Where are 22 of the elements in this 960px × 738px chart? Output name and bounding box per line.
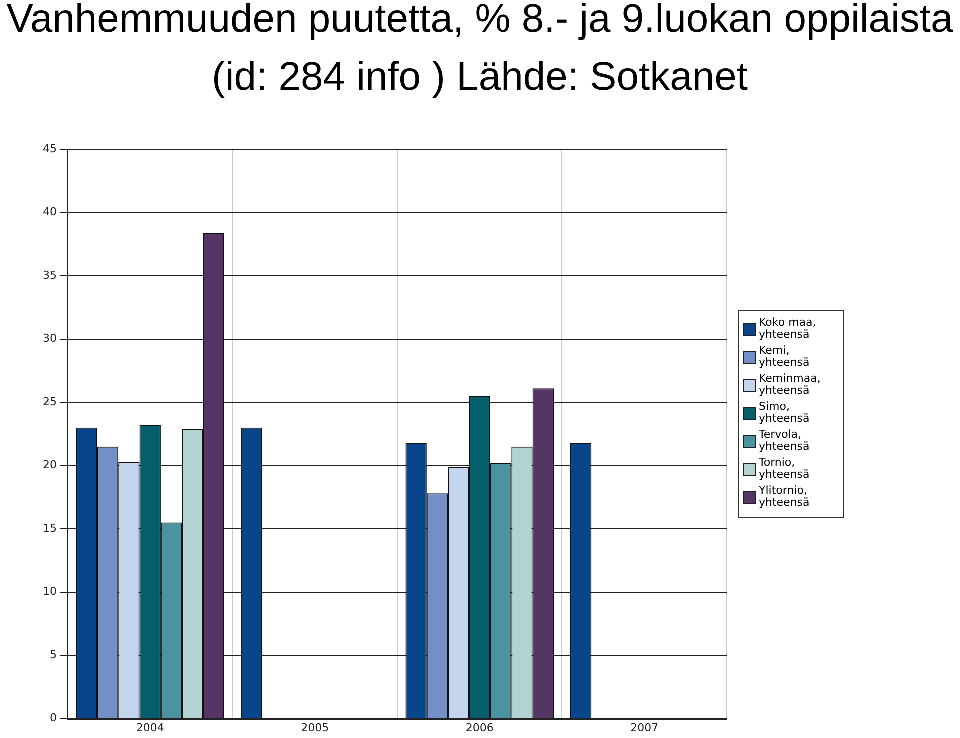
legend-label: Kemi, yhteensä [759, 344, 811, 369]
y-tick-label: 25 [42, 395, 57, 408]
y-tick-label: 10 [42, 585, 57, 598]
x-tick-label: 2004 [136, 721, 164, 734]
y-tick-label: 15 [42, 522, 57, 535]
legend-label: Koko maa, yhteensä [759, 316, 818, 341]
x-tick-label: 2007 [630, 721, 659, 734]
legend-label: Ylitornio, yhteensä [759, 484, 811, 509]
y-tick-label: 35 [42, 268, 57, 282]
legend-label: Tornio, yhteensä [759, 456, 811, 481]
y-tick-label: 0 [50, 712, 57, 725]
y-tick-label: 20 [42, 458, 57, 472]
y-tick-label: 5 [50, 648, 57, 662]
x-tick-label: 2006 [466, 721, 494, 734]
legend-label: Simo, yhteensä [759, 400, 811, 425]
chart-title: Vanhemmuuden puutetta, % 8.- ja 9.luokan oppilaista (id: 284 info ) Lähde: Sotkanet [6, 0, 954, 101]
legend-label: Tervola, yhteensä [759, 428, 811, 453]
y-tick-label: 45 [42, 142, 57, 156]
legend-label: Keminmaa, yhteensä [759, 372, 822, 397]
y-tick-label: 40 [42, 206, 57, 219]
y-tick-label: 30 [42, 332, 57, 346]
x-tick-label: 2005 [301, 721, 330, 734]
